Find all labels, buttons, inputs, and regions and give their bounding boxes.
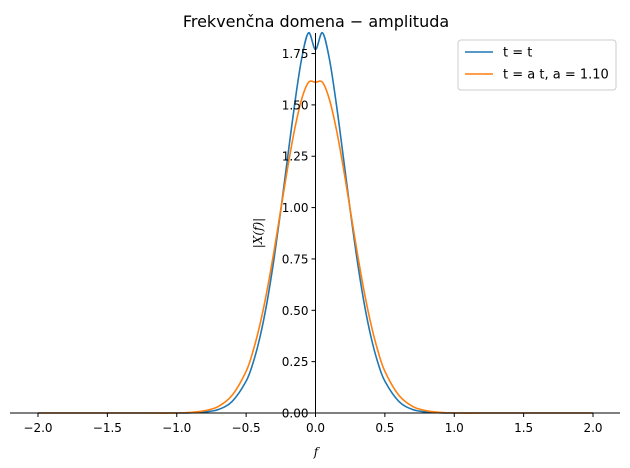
x-axis-label: f <box>313 445 321 459</box>
y-tick-label: 0.50 <box>282 304 309 318</box>
y-tick-label: 0.75 <box>282 252 309 266</box>
x-tick-label: −1.0 <box>162 421 191 435</box>
x-tick-label: 0.5 <box>375 421 394 435</box>
y-tick-label: 1.00 <box>282 201 309 215</box>
y-tick-label: 0.00 <box>282 407 309 421</box>
y-tick-label: 1.50 <box>282 98 309 112</box>
y-axis-ticks: 0.00 0.25 0.50 0.75 1.00 1.25 1.50 1.75 <box>282 47 316 421</box>
x-axis-ticks: −2.0 −1.5 −1.0 −0.5 0.0 0.5 1.0 1.5 2.0 <box>23 413 603 435</box>
y-axis-label: |X(f)| <box>251 218 265 248</box>
x-tick-label: −1.5 <box>93 421 122 435</box>
y-tick-label: 0.25 <box>282 355 309 369</box>
y-tick-label: 1.75 <box>282 47 309 61</box>
legend: t = t t = a t, a = 1.10 <box>457 39 617 91</box>
y-tick-label: 1.25 <box>282 150 309 164</box>
x-tick-label: 1.0 <box>445 421 464 435</box>
x-tick-label: 0.0 <box>306 421 325 435</box>
x-tick-label: −2.0 <box>23 421 52 435</box>
legend-label-1: t = t <box>503 46 532 61</box>
chart-title: Frekvenčna domena − amplituda <box>183 12 449 31</box>
legend-items: t = t t = a t, a = 1.10 <box>465 46 609 83</box>
legend-label-2: t = a t, a = 1.10 <box>503 68 609 83</box>
x-tick-label: 2.0 <box>583 421 602 435</box>
x-tick-label: 1.5 <box>514 421 533 435</box>
x-tick-label: −0.5 <box>232 421 261 435</box>
legend-box <box>457 39 617 91</box>
